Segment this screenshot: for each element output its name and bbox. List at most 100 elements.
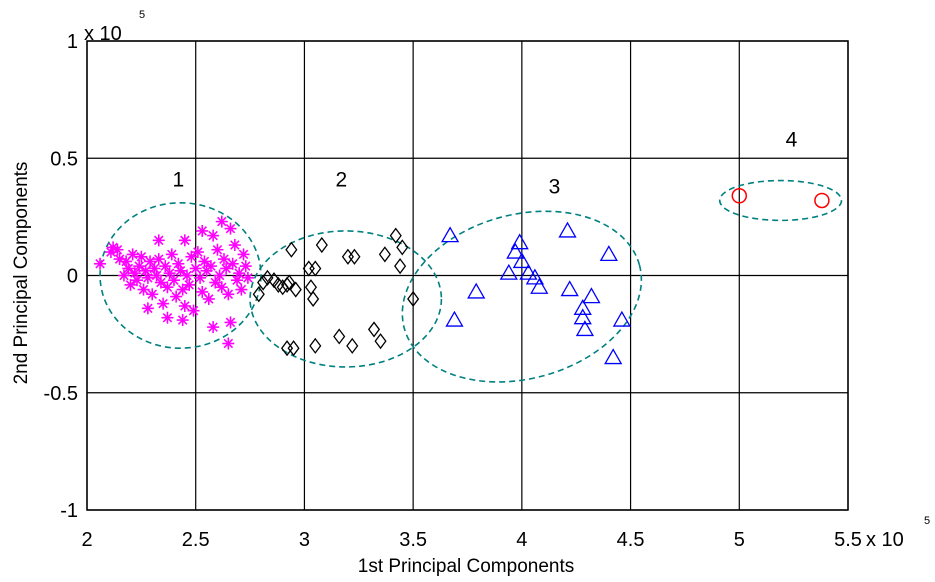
cluster-ellipse bbox=[718, 179, 843, 222]
x-multiplier: x 10 bbox=[866, 529, 904, 551]
triangle-point bbox=[612, 310, 631, 327]
asterisk-point bbox=[126, 248, 139, 261]
diamond-point bbox=[346, 337, 359, 354]
y-tick-label: -0.5 bbox=[44, 383, 78, 405]
triangle-point bbox=[525, 268, 545, 285]
asterisk-point bbox=[178, 299, 191, 312]
asterisk-point bbox=[141, 302, 154, 315]
triangle-point bbox=[510, 233, 529, 250]
triangle-point bbox=[499, 263, 518, 280]
asterisk-point bbox=[241, 271, 254, 284]
cluster-labels: 1 2 3 4 bbox=[172, 129, 797, 199]
cluster-label: 4 bbox=[786, 129, 798, 152]
asterisk-point bbox=[135, 250, 148, 263]
x-multiplier-exponent: 5 bbox=[924, 515, 930, 527]
y-tick-label: 1 bbox=[67, 31, 78, 53]
cluster-ellipses bbox=[99, 179, 843, 383]
diamond-point bbox=[333, 328, 346, 345]
diamond-point bbox=[367, 321, 381, 338]
triangle-point bbox=[573, 308, 592, 325]
diamond-point bbox=[283, 274, 296, 291]
y-axis-label: 2nd Principal Components bbox=[11, 162, 32, 385]
diamond-point bbox=[285, 241, 298, 258]
y-multiplier: x 10 bbox=[84, 23, 122, 45]
diamond-point bbox=[257, 274, 270, 291]
triangle-point bbox=[604, 348, 623, 365]
x-tick-label: 4.5 bbox=[617, 529, 645, 551]
triangle-point bbox=[530, 277, 549, 294]
y-axis-ticks: -1 -0.5 0 0.5 1 bbox=[44, 31, 78, 522]
diamond-point bbox=[261, 269, 274, 286]
asterisk-point bbox=[198, 255, 211, 268]
x-tick-label: 4 bbox=[516, 529, 527, 551]
diamond-point bbox=[267, 272, 281, 289]
asterisk-point bbox=[215, 215, 228, 228]
asterisk-point bbox=[174, 264, 187, 277]
asterisk-point bbox=[211, 243, 224, 256]
asterisk-point bbox=[224, 316, 237, 329]
asterisk-point bbox=[207, 229, 220, 242]
triangle-point bbox=[512, 252, 531, 269]
asterisk-point bbox=[150, 269, 163, 282]
x-axis-ticks: 2 2.5 3 3.5 4 4.5 5 5.5 bbox=[81, 529, 861, 551]
triangle-point bbox=[519, 263, 538, 280]
asterisk-point bbox=[217, 253, 230, 266]
diamond-point bbox=[374, 333, 387, 350]
triangle-point bbox=[440, 226, 460, 243]
asterisk-point bbox=[237, 248, 250, 261]
asterisk-point bbox=[196, 224, 209, 237]
triangle-point bbox=[467, 282, 486, 299]
cluster-label: 1 bbox=[172, 168, 184, 191]
triangle-point bbox=[573, 299, 592, 315]
asterisk-point bbox=[222, 337, 235, 350]
asterisk-point bbox=[122, 262, 135, 275]
diamond-point bbox=[287, 340, 300, 357]
diamond-point bbox=[348, 248, 361, 265]
plot-frame bbox=[86, 40, 849, 511]
asterisk-point bbox=[176, 314, 189, 327]
asterisk-point bbox=[228, 239, 241, 252]
asterisk-point bbox=[161, 311, 174, 324]
diamond-point bbox=[389, 227, 402, 244]
asterisk-point bbox=[209, 276, 222, 289]
asterisk-point bbox=[189, 262, 202, 275]
triangle-point bbox=[575, 320, 595, 337]
asterisk-point bbox=[187, 304, 200, 317]
asterisk-point bbox=[131, 274, 144, 287]
asterisk-point bbox=[137, 283, 150, 296]
asterisk-point bbox=[157, 297, 170, 310]
asterisk-point bbox=[163, 267, 176, 280]
triangle-point bbox=[558, 221, 577, 238]
diamond-point bbox=[394, 258, 407, 275]
asterisk-point bbox=[178, 234, 191, 247]
x-tick-label: 2.5 bbox=[182, 529, 210, 551]
asterisk-point bbox=[154, 276, 167, 289]
x-tick-label: 2 bbox=[81, 529, 92, 551]
asterisk-point bbox=[111, 243, 124, 256]
x-tick-label: 3 bbox=[299, 529, 310, 551]
asterisk-point bbox=[185, 250, 198, 263]
asterisk-point bbox=[224, 222, 237, 235]
asterisk-point bbox=[176, 283, 189, 296]
y-multiplier-exponent: 5 bbox=[139, 9, 145, 21]
asterisk-point bbox=[152, 234, 165, 247]
x-tick-label: 3.5 bbox=[399, 529, 427, 551]
triangle-point bbox=[560, 280, 579, 297]
asterisk-point bbox=[133, 260, 146, 273]
cluster-label: 3 bbox=[549, 175, 561, 198]
triangle-point bbox=[582, 287, 601, 304]
cluster-ellipse bbox=[99, 202, 262, 349]
asterisk-point bbox=[167, 274, 180, 287]
cluster-ellipse bbox=[249, 230, 443, 368]
asterisk-point bbox=[141, 271, 154, 284]
triangle-point bbox=[506, 242, 525, 259]
y-tick-label: -1 bbox=[60, 500, 78, 522]
asterisk-point bbox=[161, 281, 174, 294]
asterisk-point bbox=[222, 288, 235, 301]
circle-point bbox=[731, 188, 748, 204]
data-points bbox=[94, 188, 830, 365]
diamond-point bbox=[315, 236, 328, 254]
x-tick-label: 5.5 bbox=[834, 529, 862, 551]
asterisk-point bbox=[235, 283, 248, 296]
